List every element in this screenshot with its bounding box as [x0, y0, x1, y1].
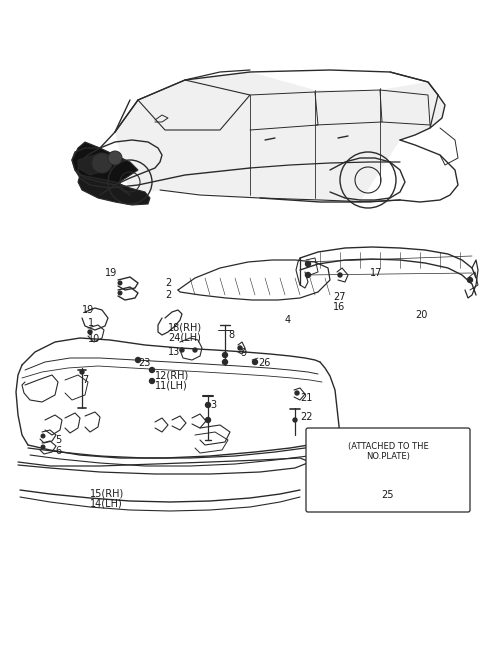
Circle shape	[252, 359, 257, 365]
Text: 19: 19	[82, 305, 94, 315]
Text: 7: 7	[82, 375, 88, 385]
Circle shape	[205, 417, 211, 422]
Text: 6: 6	[55, 446, 61, 456]
Polygon shape	[78, 175, 150, 205]
Text: 19: 19	[105, 268, 117, 278]
Text: 4: 4	[285, 315, 291, 325]
Text: 16: 16	[333, 302, 345, 312]
Circle shape	[41, 434, 45, 438]
Text: 24(LH): 24(LH)	[168, 333, 201, 343]
Text: 23: 23	[138, 358, 150, 368]
Circle shape	[338, 273, 342, 277]
Circle shape	[80, 370, 84, 374]
Text: 20: 20	[415, 310, 427, 320]
Text: 5: 5	[55, 435, 61, 445]
Circle shape	[149, 368, 155, 372]
Text: 26: 26	[258, 358, 270, 368]
Circle shape	[223, 359, 228, 365]
FancyBboxPatch shape	[306, 428, 470, 512]
Circle shape	[149, 378, 155, 383]
Circle shape	[180, 348, 184, 352]
Text: 18(RH): 18(RH)	[168, 323, 202, 333]
Polygon shape	[78, 155, 110, 175]
Text: 2: 2	[165, 278, 171, 288]
Circle shape	[118, 291, 122, 295]
Circle shape	[305, 273, 311, 277]
Circle shape	[305, 262, 311, 266]
Text: 9: 9	[240, 348, 246, 358]
Circle shape	[205, 402, 211, 408]
Circle shape	[293, 418, 297, 422]
Circle shape	[118, 281, 122, 284]
Circle shape	[108, 151, 122, 165]
Circle shape	[88, 330, 92, 334]
Text: 25: 25	[382, 490, 394, 500]
Text: 1: 1	[88, 318, 94, 328]
Text: 10: 10	[88, 334, 100, 344]
Circle shape	[92, 153, 112, 173]
Text: 21: 21	[300, 393, 312, 403]
Circle shape	[295, 391, 299, 395]
Circle shape	[468, 277, 472, 283]
Circle shape	[193, 348, 197, 352]
Text: NO.PLATE): NO.PLATE)	[366, 452, 410, 461]
Polygon shape	[115, 72, 445, 202]
Circle shape	[223, 352, 228, 357]
Text: 15(RH): 15(RH)	[90, 488, 124, 498]
Circle shape	[41, 445, 45, 449]
Circle shape	[238, 346, 242, 350]
Polygon shape	[72, 142, 138, 188]
Text: 11(LH): 11(LH)	[155, 381, 188, 391]
Circle shape	[135, 357, 141, 363]
Text: 3: 3	[210, 400, 216, 410]
Text: 12(RH): 12(RH)	[155, 370, 189, 380]
Text: (ATTACHED TO THE: (ATTACHED TO THE	[348, 442, 428, 451]
Text: 22: 22	[300, 412, 312, 422]
Text: 27: 27	[333, 292, 346, 302]
Text: 13: 13	[168, 347, 180, 357]
Text: 17: 17	[370, 268, 383, 278]
Text: 8: 8	[228, 330, 234, 340]
Text: 2: 2	[165, 290, 171, 300]
Text: 14(LH): 14(LH)	[90, 499, 123, 509]
